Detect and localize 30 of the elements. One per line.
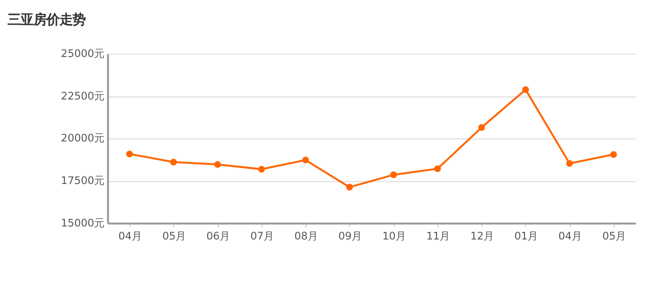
point: [390, 171, 397, 178]
x-tick-label: 10月: [382, 230, 406, 243]
x-tick-label: 05月: [602, 230, 626, 243]
x-tick-label: 01月: [514, 230, 538, 243]
chart-title: 三亚房价走势: [8, 12, 86, 28]
point: [170, 158, 177, 166]
y-tick-label: 15000元: [60, 217, 104, 230]
x-tick-label: 11月: [426, 230, 450, 243]
point: [478, 124, 485, 131]
point: [610, 151, 617, 158]
y-tick-label: 22500元: [60, 90, 104, 102]
x-tick-label: 07月: [250, 230, 274, 243]
x-tick-label: 09月: [338, 230, 362, 243]
x-tick-label: 05月: [162, 230, 186, 243]
point: [258, 166, 265, 173]
point: [566, 160, 573, 167]
y-tick-label: 25000元: [60, 48, 104, 60]
point: [346, 184, 353, 191]
x-tick-label: 08月: [294, 230, 318, 243]
x-tick-label: 04月: [118, 230, 142, 243]
point: [126, 150, 133, 158]
y-tick-label: 17500元: [60, 175, 104, 188]
point: [302, 156, 309, 164]
point: [434, 165, 441, 172]
x-tick-label: 04月: [558, 230, 582, 243]
x-tick-label: 12月: [470, 230, 494, 243]
point: [522, 86, 529, 93]
x-tick-label: 06月: [206, 230, 230, 243]
y-tick-label: 20000元: [60, 132, 104, 145]
point: [214, 161, 221, 168]
